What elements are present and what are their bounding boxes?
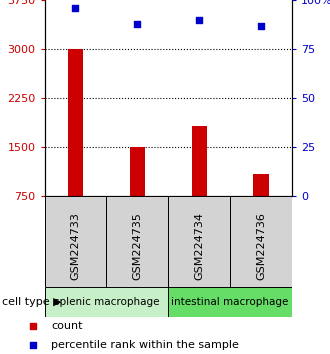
Text: percentile rank within the sample: percentile rank within the sample <box>51 340 239 350</box>
Bar <box>230 196 292 287</box>
Bar <box>130 147 145 196</box>
Bar <box>168 196 230 287</box>
Text: cell type ▶: cell type ▶ <box>2 297 61 307</box>
Point <box>135 21 140 27</box>
Point <box>30 342 36 348</box>
Bar <box>253 173 269 196</box>
Bar <box>168 287 292 317</box>
Text: count: count <box>51 321 82 331</box>
Text: GSM224736: GSM224736 <box>256 212 266 280</box>
Text: splenic macrophage: splenic macrophage <box>54 297 159 307</box>
Point <box>30 323 36 329</box>
Bar <box>45 287 168 317</box>
Point <box>73 5 78 11</box>
Bar <box>191 126 207 196</box>
Text: GSM224735: GSM224735 <box>132 212 142 280</box>
Text: GSM224733: GSM224733 <box>71 212 81 280</box>
Bar <box>106 196 168 287</box>
Text: intestinal macrophage: intestinal macrophage <box>172 297 289 307</box>
Point <box>197 17 202 23</box>
Bar <box>68 49 83 196</box>
Bar <box>45 196 106 287</box>
Text: GSM224734: GSM224734 <box>194 212 204 280</box>
Point <box>258 23 264 28</box>
